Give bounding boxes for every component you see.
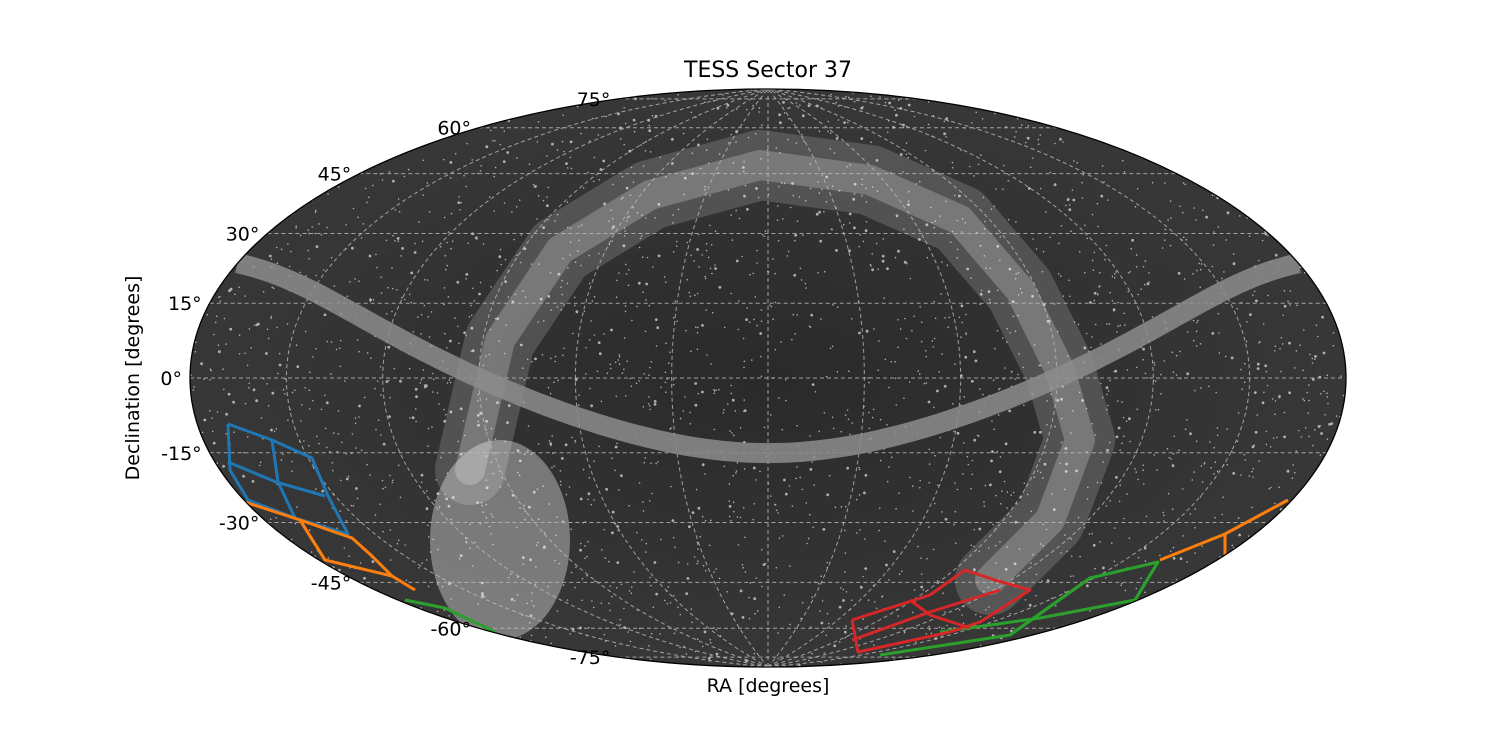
- footprint-outline: [850, 568, 1032, 654]
- footprint-outline: [226, 422, 350, 536]
- footprint-outline: [298, 519, 327, 561]
- chart-title: TESS Sector 37: [683, 58, 852, 83]
- galactic-plane-glow: [430, 130, 1115, 640]
- bright-region: [430, 440, 570, 640]
- dec-tick-label: -45°: [311, 572, 352, 594]
- ra-gridline: [671, 89, 769, 667]
- ra-gridline: [767, 89, 1154, 667]
- sky-boundary: [189, 88, 1347, 668]
- dec-tick-label: 60°: [437, 118, 471, 140]
- dec-tick-label: -60°: [430, 618, 471, 640]
- dec-tick-label: 0°: [160, 368, 182, 390]
- footprint-outline: [391, 574, 416, 592]
- footprint-outline: [851, 588, 1001, 642]
- ra-gridline: [285, 89, 769, 667]
- camera-footprint-4: [850, 568, 1032, 654]
- ecliptic-band: [235, 253, 1301, 464]
- ra-gridline: [382, 89, 769, 667]
- ra-gridline: [767, 89, 1251, 667]
- dec-tick-label: 75°: [577, 89, 611, 111]
- ra-gridline: [767, 89, 962, 667]
- footprint-outline: [270, 439, 297, 519]
- ra-gridline: [767, 89, 865, 667]
- dec-tick-label: 45°: [318, 164, 352, 186]
- camera-footprints: [226, 422, 1289, 657]
- milky-way-haze: [435, 130, 1115, 615]
- camera-footprint-1: [226, 422, 350, 536]
- x-axis-label: RA [degrees]: [707, 675, 830, 697]
- dec-tick-label: -15°: [161, 443, 202, 465]
- y-axis-label: Declination [degrees]: [122, 276, 144, 481]
- footprint-outline: [404, 598, 496, 634]
- milky-way-core: [455, 150, 1095, 595]
- dec-tick-label: 30°: [226, 224, 260, 246]
- dec-tick-labels: 75° 60° 45° 30° 15° 0° -15° -30° -45° -60° -75°: [160, 89, 610, 669]
- camera-footprint-3: [404, 560, 1160, 657]
- footprint-outline: [1009, 576, 1091, 637]
- dec-tick-label: 15°: [168, 293, 202, 315]
- camera-footprint-2: [244, 498, 1289, 592]
- ra-gridline: [574, 89, 769, 667]
- sky-plot-area: [190, 89, 1346, 667]
- footprint-outline: [1133, 561, 1160, 601]
- dec-tick-label: -75°: [570, 647, 611, 669]
- footprint-outline: [227, 460, 326, 498]
- dec-tick-label: -30°: [219, 513, 260, 535]
- footprint-outline: [909, 598, 971, 630]
